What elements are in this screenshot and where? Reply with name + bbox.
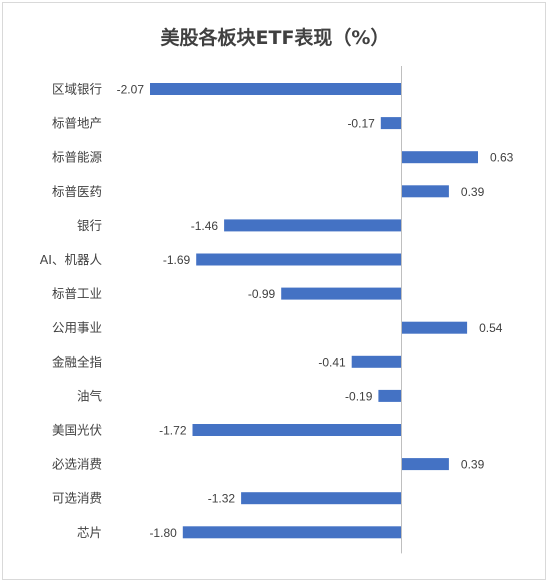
data-label: -1.69 bbox=[163, 253, 191, 267]
bar bbox=[196, 253, 402, 266]
category-label: 标普地产 bbox=[52, 116, 102, 131]
bar bbox=[401, 185, 449, 198]
data-label: -1.72 bbox=[159, 424, 187, 438]
data-label: 0.63 bbox=[490, 151, 514, 165]
bars-group: 区域银行 -2.07 标普地产 -0.17 标普能源 0.63 标普医药 0.39 银行 -1.4… bbox=[40, 82, 514, 540]
category-label: 金融全指 bbox=[52, 354, 102, 369]
data-label: -0.99 bbox=[248, 287, 276, 301]
data-label: -1.80 bbox=[149, 526, 177, 540]
chart-frame bbox=[2, 2, 546, 580]
category-label: 必选消费 bbox=[52, 457, 102, 472]
category-label: 银行 bbox=[77, 218, 102, 233]
data-label: -1.32 bbox=[208, 492, 236, 506]
data-label: 0.54 bbox=[479, 321, 503, 335]
category-label: 可选消费 bbox=[52, 491, 102, 506]
category-label: 标普医药 bbox=[52, 184, 102, 199]
chart-title: 美股各板块ETF表现（%） bbox=[161, 26, 390, 49]
bar bbox=[192, 424, 402, 436]
bar bbox=[182, 526, 402, 539]
category-label: 公用事业 bbox=[52, 320, 102, 335]
bar bbox=[281, 287, 402, 300]
bar bbox=[380, 117, 402, 130]
category-label: 区域银行 bbox=[52, 82, 102, 97]
data-label: -0.19 bbox=[345, 389, 373, 403]
data-label: 0.39 bbox=[461, 458, 485, 472]
bar bbox=[401, 151, 478, 164]
bar bbox=[241, 492, 402, 505]
category-label: 油气 bbox=[77, 388, 103, 403]
bar bbox=[401, 458, 449, 471]
bar bbox=[378, 389, 402, 402]
category-label: 芯片 bbox=[77, 525, 102, 540]
data-label: 0.39 bbox=[461, 185, 485, 199]
category-label: AI、机器人 bbox=[40, 252, 103, 267]
data-label: -0.17 bbox=[347, 117, 375, 131]
bar bbox=[150, 83, 402, 95]
data-label: -1.46 bbox=[191, 219, 219, 233]
bar bbox=[401, 321, 468, 334]
data-label: -2.07 bbox=[117, 83, 145, 97]
bar bbox=[351, 355, 402, 368]
category-label: 标普工业 bbox=[52, 286, 102, 301]
category-label: 美国光伏 bbox=[52, 423, 103, 438]
category-label: 标普能源 bbox=[52, 150, 103, 165]
data-label: -0.41 bbox=[318, 355, 346, 369]
bar bbox=[224, 219, 402, 232]
